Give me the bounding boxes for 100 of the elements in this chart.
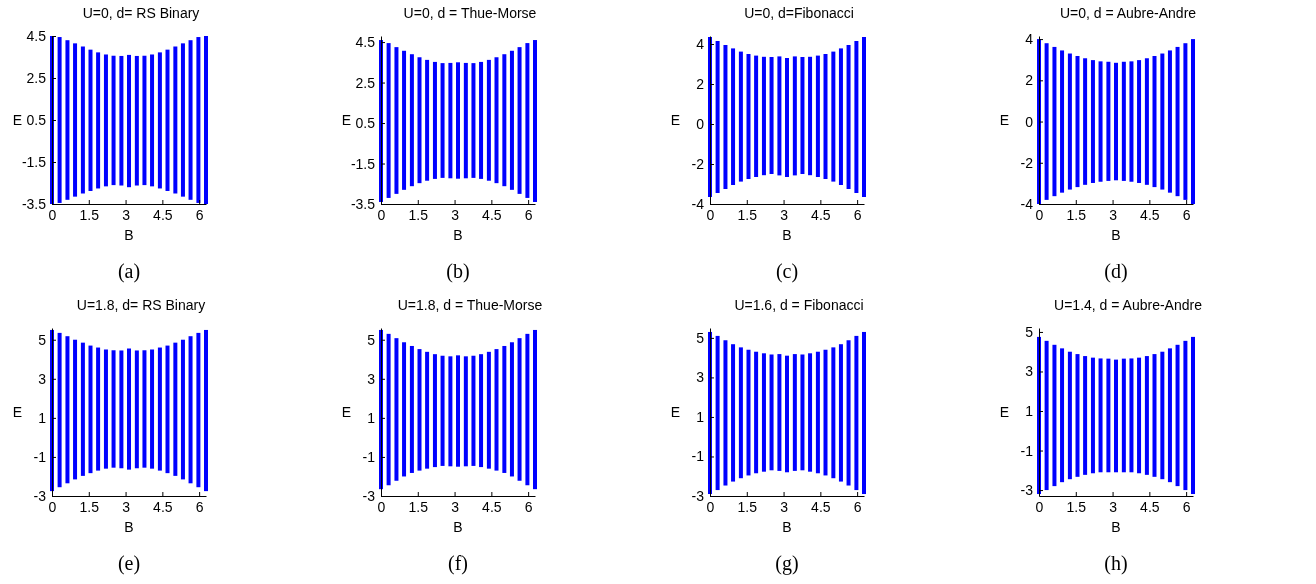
bar: [142, 350, 147, 468]
bar: [1098, 358, 1103, 473]
bar: [769, 57, 774, 174]
bar: [517, 47, 522, 194]
bar: [823, 349, 828, 476]
y-tick-label: 0: [696, 115, 705, 132]
text: (c): [775, 260, 799, 283]
x-tick-label: 0: [377, 207, 386, 223]
bar: [204, 36, 208, 204]
y-tick-label: 5: [38, 331, 47, 348]
y-tick-label: 4: [1025, 31, 1034, 48]
bar: [417, 57, 422, 184]
x-tick-label: 6: [853, 499, 862, 515]
x-tick-label: 6: [1182, 499, 1191, 515]
bar: [402, 342, 407, 477]
y-tick-label: -3.5: [350, 195, 376, 212]
bar: [173, 342, 178, 476]
bar: [723, 340, 728, 486]
y-axis-title: E: [12, 112, 22, 128]
y-tick-label: 4.5: [355, 34, 376, 51]
bar: [119, 55, 124, 186]
x-tick-label: 0: [1035, 207, 1044, 223]
y-tick-label: 3: [38, 370, 47, 387]
bar: [1137, 60, 1142, 183]
x-tick-label: 3: [780, 207, 789, 223]
x-tick-label: 4.5: [482, 207, 502, 223]
bar: [1167, 50, 1172, 193]
bar: [486, 351, 491, 469]
y-tick-label: 0: [1025, 113, 1034, 130]
bar: [111, 350, 116, 468]
bar: [846, 340, 851, 486]
y-tick-label: 1: [367, 409, 376, 426]
x-tick-label: 0: [377, 499, 386, 515]
bar: [188, 336, 193, 484]
x-tick-label: 0: [48, 499, 57, 515]
bar: [1060, 348, 1065, 483]
y-tick-label: -4: [1020, 195, 1034, 212]
x-tick-label: 4.5: [1140, 499, 1160, 515]
bar: [448, 62, 453, 179]
bar: [80, 46, 85, 194]
y-tick-label: 3: [696, 369, 705, 386]
bar: [1106, 61, 1111, 181]
bar: [854, 41, 859, 193]
chart-title: U=1.8, d= RS Binary: [76, 297, 206, 313]
bar: [502, 345, 507, 473]
y-tick-label: 3: [1025, 363, 1034, 380]
bar: [1152, 56, 1157, 188]
chart-title: U=0, d = Thue-Morse: [403, 5, 537, 21]
bar: [65, 336, 70, 484]
chart-title: U=1.8, d = Thue-Morse: [397, 297, 543, 313]
y-tick-label: 1: [696, 408, 705, 425]
bar: [1114, 62, 1118, 181]
bar: [88, 49, 93, 191]
bar: [715, 41, 720, 193]
bar: [134, 55, 139, 186]
bar: [738, 51, 743, 182]
bar: [838, 344, 843, 482]
x-tick-label: 3: [451, 207, 460, 223]
bar: [761, 353, 766, 472]
bar: [1121, 61, 1126, 181]
bar: [456, 355, 460, 467]
bar: [402, 50, 407, 190]
bar: [425, 59, 430, 181]
bar: [463, 356, 468, 467]
text: (b): [446, 260, 470, 283]
bar: [831, 51, 836, 182]
bar: [432, 61, 437, 179]
bar: [1044, 43, 1049, 200]
bar: [1152, 354, 1157, 477]
x-tick-label: 6: [195, 499, 204, 515]
y-axis-title: E: [341, 404, 351, 420]
bar: [1067, 351, 1072, 480]
bar: [57, 37, 62, 203]
bar: [754, 55, 759, 177]
y-tick-label: 1: [38, 409, 47, 426]
text: (g): [775, 552, 799, 575]
bar: [57, 332, 62, 488]
bar: [142, 55, 147, 186]
bar: [509, 50, 514, 190]
bar: [808, 353, 813, 472]
x-tick-label: 6: [1182, 207, 1191, 223]
y-tick-label: -1.5: [21, 153, 47, 170]
bar: [134, 350, 139, 469]
x-tick-label: 1.5: [79, 499, 100, 515]
y-tick-label: -3: [691, 487, 705, 504]
x-tick-label: 4.5: [153, 499, 173, 515]
y-tick-label: -4: [691, 195, 705, 212]
bar: [1129, 61, 1134, 182]
bar: [502, 54, 507, 187]
bar: [1144, 356, 1149, 475]
bar: [808, 56, 813, 176]
bar: [831, 347, 836, 479]
x-tick-label: 1.5: [737, 499, 758, 515]
bar: [777, 354, 782, 471]
bar: [150, 54, 155, 187]
y-tick-label: -1: [1020, 442, 1034, 459]
bar: [800, 57, 805, 174]
bar: [432, 354, 437, 468]
bar: [96, 52, 101, 189]
bar: [73, 339, 78, 480]
